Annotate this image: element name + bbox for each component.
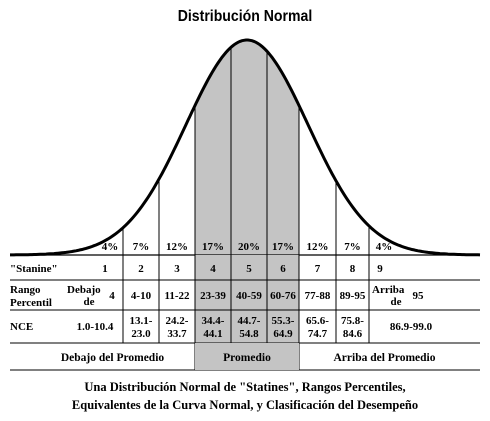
nce-first-value: 1.0-10.4 <box>77 321 114 333</box>
percent-label: 4% <box>102 241 119 253</box>
nce-value: 33.7 <box>167 328 187 340</box>
stanine-value: 5 <box>246 263 252 275</box>
rango-first-value: 4 <box>109 290 115 302</box>
nce-value: 84.6 <box>343 328 363 340</box>
stanine-value: 3 <box>174 263 180 275</box>
nce-value: 44.7- <box>238 315 261 327</box>
rango-label: Rango <box>10 284 41 296</box>
stanine-value: 8 <box>350 263 356 275</box>
nce-value: 75.8- <box>341 315 364 327</box>
percent-label: 4% <box>376 241 393 253</box>
nce-value: 44.1 <box>203 328 222 340</box>
rango-first-text: de <box>84 296 95 308</box>
stanine-value: 1 <box>102 263 108 275</box>
rango-value: 11-22 <box>164 290 190 302</box>
stanine-value: 6 <box>280 263 286 275</box>
average-class-shading <box>195 343 299 370</box>
stanine-value: 2 <box>138 263 144 275</box>
rango-value: 23-39 <box>200 290 226 302</box>
nce-value: 24.2- <box>166 315 189 327</box>
rango-last-text: de <box>391 296 402 308</box>
normal-curve <box>10 38 481 257</box>
stanine-value: 9 <box>377 263 383 275</box>
percent-label: 12% <box>307 241 329 253</box>
stanine-label: "Stanine" <box>10 263 58 275</box>
rango-value: 4-10 <box>131 290 152 302</box>
class-average-label: Promedio <box>223 352 271 364</box>
percent-label: 20% <box>238 241 260 253</box>
nce-value: 65.6- <box>306 315 329 327</box>
rango-first-text: Debajo <box>67 284 101 296</box>
nce-value: 34.4- <box>202 315 225 327</box>
stanine-value: 7 <box>315 263 321 275</box>
nce-value: 55.3- <box>272 315 295 327</box>
class-above-label: Arriba del Promedio <box>334 352 436 364</box>
rango-last-text: Arriba <box>372 284 405 296</box>
rango-last-value: 95 <box>413 290 425 302</box>
percent-label: 17% <box>272 241 294 253</box>
rango-label: Percentil <box>10 297 52 309</box>
nce-value: 64.9 <box>273 328 293 340</box>
average-shaded-region <box>195 40 299 255</box>
percent-label: 7% <box>133 241 150 253</box>
nce-value: 23.0 <box>131 328 151 340</box>
nce-value: 74.7 <box>308 328 328 340</box>
page-title: Distribución Normal <box>177 8 313 25</box>
class-below-label: Debajo del Promedio <box>61 352 165 364</box>
rango-value: 40-59 <box>236 290 262 302</box>
percent-label: 12% <box>166 241 188 253</box>
percent-label: 17% <box>202 241 224 253</box>
nce-value: 54.8 <box>239 328 259 340</box>
rango-value: 60-76 <box>270 290 296 302</box>
caption-line-1: Una Distribución Normal de "Statines", R… <box>84 380 406 394</box>
rango-value: 89-95 <box>340 290 366 302</box>
stanine-value: 4 <box>210 263 216 275</box>
rango-value: 77-88 <box>305 290 331 302</box>
nce-label: NCE <box>10 321 33 333</box>
average-column-shading <box>195 255 299 343</box>
caption-line-2: Equivalentes de la Curva Normal, y Clasi… <box>71 398 419 412</box>
nce-value: 13.1- <box>130 315 153 327</box>
percent-label: 7% <box>344 241 361 253</box>
nce-last-value: 86.9-99.0 <box>390 321 433 333</box>
